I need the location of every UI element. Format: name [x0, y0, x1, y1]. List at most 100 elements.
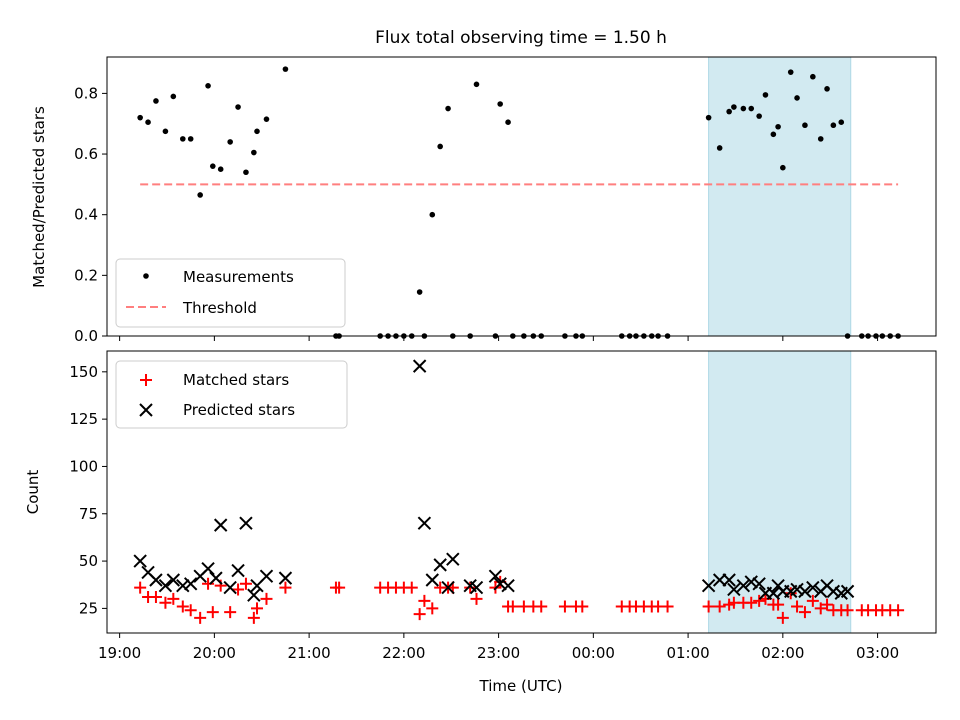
measurement-point	[209, 163, 216, 169]
measurement-point	[770, 131, 777, 138]
predicted-star-point	[501, 578, 515, 593]
predicted-star-point	[213, 518, 228, 532]
predicted-star-point	[446, 552, 460, 566]
x-tick-label: 01:00	[666, 644, 709, 662]
predicted-star-point	[412, 359, 427, 373]
bottom-y-tick-label: 25	[79, 599, 98, 617]
matched-star-point	[745, 596, 758, 609]
measurement-point	[824, 86, 830, 92]
legend-measurements-label: Measurements	[183, 268, 294, 286]
predicted-star-point	[441, 580, 455, 595]
measurement-point	[780, 164, 786, 171]
matched-star-point	[251, 602, 264, 615]
matched-star-point	[464, 581, 477, 594]
measurement-point	[830, 122, 837, 129]
predicted-star-point	[798, 584, 812, 599]
matched-star-point	[702, 600, 715, 613]
measurement-point	[473, 81, 480, 88]
matched-star-point	[759, 592, 772, 605]
matched-star-point	[176, 600, 189, 613]
measurement-point	[731, 104, 737, 110]
measurement-point	[817, 136, 824, 142]
measurement-point	[437, 143, 443, 150]
bottom-y-tick-label: 75	[79, 505, 98, 523]
measurement-point	[802, 122, 808, 129]
measurement-point	[153, 98, 159, 104]
top-legend: Measurements Threshold	[115, 258, 346, 328]
matched-star-point	[159, 596, 172, 609]
matched-star-point	[776, 611, 789, 624]
x-tick-label: 00:00	[572, 644, 615, 662]
matched-star-point	[247, 611, 260, 624]
measurement-point	[740, 105, 747, 112]
predicted-star-point	[752, 577, 766, 591]
legend-predicted-marker	[139, 403, 153, 417]
matched-star-point	[558, 600, 571, 613]
predicted-star-point	[176, 578, 190, 593]
measurement-point	[775, 123, 781, 130]
matched-star-point	[279, 581, 292, 594]
measurement-point	[505, 119, 511, 126]
measurement-point	[179, 136, 186, 142]
top-panel: 0.00.20.40.60.8 Matched/Predicted stars …	[30, 56, 937, 345]
matched-star-point	[814, 602, 827, 615]
measurement-point	[243, 169, 249, 176]
matched-star-point	[202, 577, 215, 590]
matched-star-point	[784, 587, 797, 600]
top-y-tick-label: 0.4	[74, 206, 98, 224]
predicted-star-point	[712, 573, 727, 587]
matched-star-point	[418, 594, 431, 607]
bottom-y-tick-label: 150	[69, 363, 98, 381]
x-axis-label: Time (UTC)	[479, 677, 563, 695]
predicted-star-point	[701, 578, 716, 593]
measurement-point	[254, 128, 260, 135]
measurement-point	[227, 139, 233, 145]
bottom-y-tick-label: 100	[69, 457, 98, 475]
measurement-point	[205, 83, 211, 89]
measurement-point	[429, 211, 436, 218]
matched-star-point	[772, 598, 785, 611]
measurement-point	[282, 66, 289, 72]
measurement-point	[235, 104, 241, 110]
chart-title: Flux total observing time = 1.50 h	[375, 28, 667, 48]
legend-threshold-label: Threshold	[182, 299, 257, 317]
measurement-point	[217, 166, 224, 173]
matched-star-point	[470, 592, 483, 605]
measurement-point	[705, 114, 712, 121]
matched-star-point	[184, 604, 197, 617]
matched-star-point	[194, 611, 207, 624]
legend-measurements-marker	[143, 273, 149, 279]
top-y-tick-label: 0.6	[74, 145, 98, 163]
predicted-star-point	[231, 563, 245, 578]
bottom-axes-frame	[106, 350, 937, 634]
matched-star-point	[798, 606, 811, 619]
predicted-star-point	[488, 569, 503, 583]
measurement-point	[810, 73, 816, 80]
bottom-panel: 25 50 75 100 125 150 19:00 20:00 21:00 22:00 23:0…	[24, 350, 937, 662]
matched-star-point	[535, 600, 548, 613]
measurement-point	[497, 101, 503, 107]
measurement-point	[716, 145, 723, 151]
matched-star-point	[149, 591, 162, 604]
measurement-point	[445, 105, 451, 112]
matched-star-point	[791, 600, 804, 613]
top-y-tick-label: 0.0	[74, 327, 98, 345]
measurement-point	[197, 192, 203, 198]
x-tick-label: 22:00	[382, 644, 425, 662]
predicted-star-point	[425, 573, 439, 587]
matched-star-point	[753, 594, 766, 607]
predicted-star-point	[727, 582, 741, 597]
measurement-point	[162, 128, 169, 135]
predicted-star-point	[417, 516, 432, 530]
predicted-star-point	[469, 580, 484, 595]
legend-matched-marker	[140, 374, 152, 386]
measurement-point	[263, 116, 270, 122]
x-tick-label: 03:00	[856, 644, 899, 662]
measurement-point	[416, 289, 423, 295]
matched-star-point	[333, 581, 346, 594]
matched-star-point	[892, 604, 905, 617]
bottom-y-axis-label: Count	[24, 470, 42, 515]
predicted-star-point	[433, 558, 447, 572]
predicted-star-point	[133, 554, 147, 568]
